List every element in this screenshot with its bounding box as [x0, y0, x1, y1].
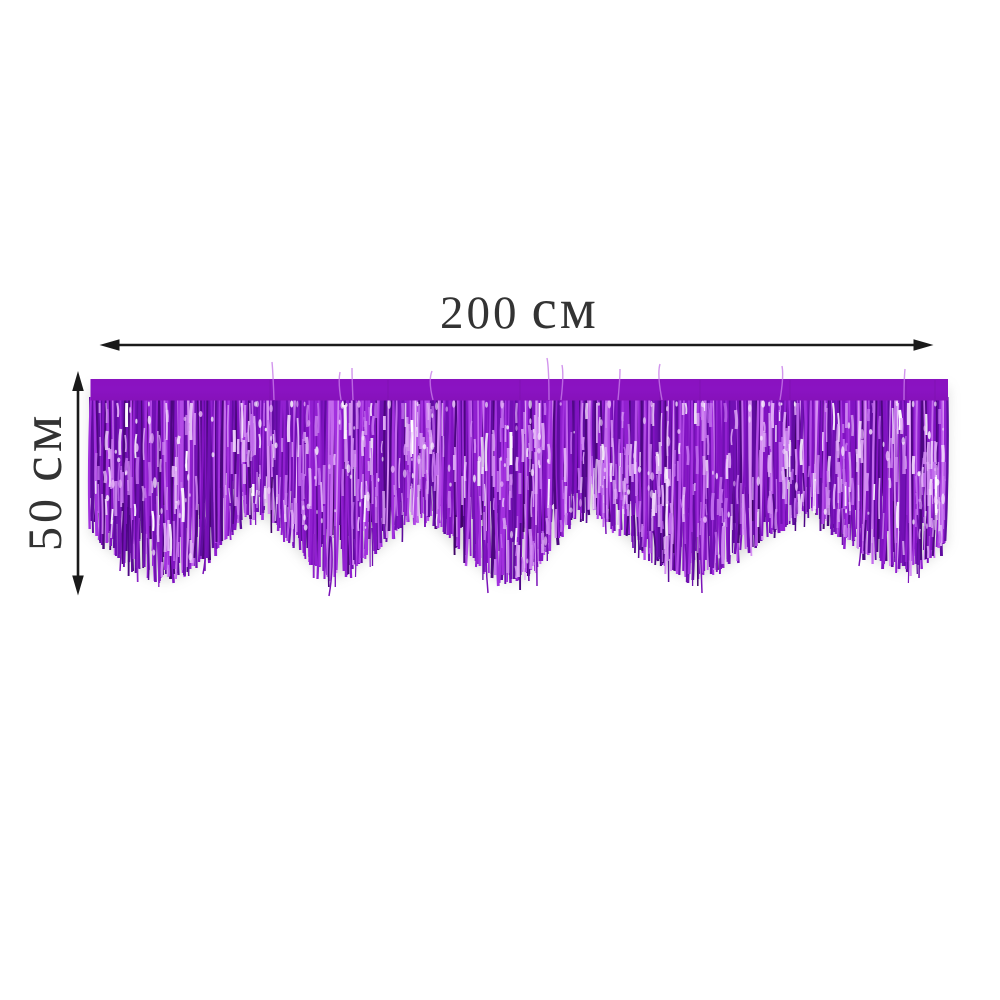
- svg-text:50см: 50см: [9, 412, 74, 551]
